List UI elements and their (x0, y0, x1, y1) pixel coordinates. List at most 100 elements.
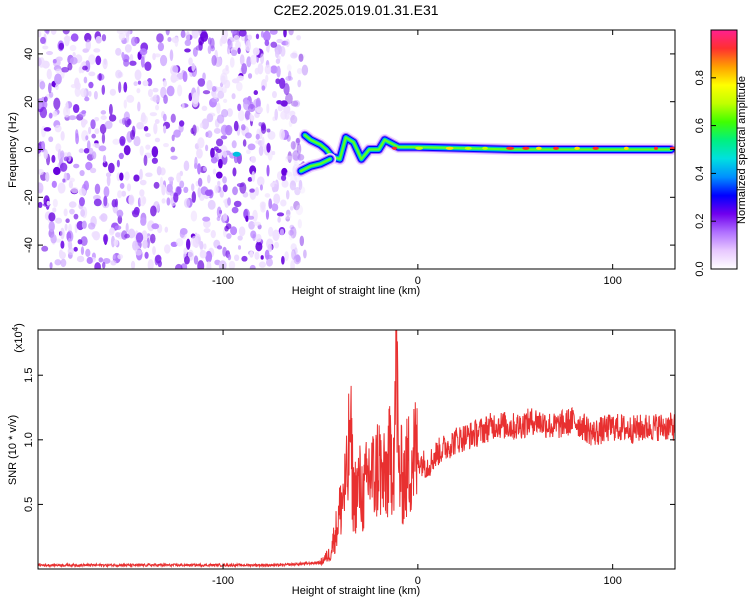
spectrogram-noise-blob (232, 186, 238, 196)
spectrogram-noise-blob (257, 63, 264, 75)
spectrogram-noise-blob (145, 144, 151, 150)
spectrogram-noise-blob (94, 262, 101, 269)
spectrogram-noise-blob (38, 57, 42, 67)
colorbar-ticks: 0.0 0.2 0.4 0.6 0.8 (694, 70, 716, 277)
spectrogram-noise-blob (265, 209, 270, 220)
colorbar-tick-label: 0.8 (694, 70, 706, 85)
spectrogram-y-tick-label: -20 (23, 189, 35, 205)
spectrogram-noise-blob (65, 101, 69, 113)
spectrogram-noise-blob (267, 243, 273, 252)
snr-panel: -100 0 100 0.5 1.0 1.5 Height of straight li… (7, 323, 676, 597)
spectrogram-noise-blob (101, 84, 106, 95)
colorbar-tick-label: 0.0 (694, 261, 706, 276)
spectrogram-noise-blob (252, 47, 260, 56)
spectrogram-noise-blob (292, 165, 296, 177)
spectrogram-noise-blob (132, 240, 138, 251)
spectrogram-noise-blob (220, 135, 228, 140)
spectrogram-noise-blob (211, 96, 220, 103)
spectrogram-noise-blob (51, 180, 57, 188)
spectrogram-noise-blob (82, 48, 89, 53)
spectrogram-noise-blob (289, 206, 294, 211)
spectrogram-noise-blob (102, 261, 106, 269)
spectrogram-noise-blob (172, 65, 179, 73)
spectrogram-noise-blob (88, 71, 96, 77)
spectrogram-noise-blob (283, 30, 287, 38)
spectrogram-noise-blob (119, 182, 125, 189)
spectrogram-noise-blob (52, 198, 58, 208)
spectrogram-noise-blob (225, 223, 232, 230)
spectrogram-noise-blob (166, 85, 175, 97)
spectrogram-noise-blob (83, 76, 88, 84)
spectrogram-noise-blob (124, 171, 130, 181)
spectrogram-noise-blob (170, 113, 176, 123)
spectrogram-noise-blob (150, 233, 156, 244)
spectrogram-noise-blob (134, 69, 142, 81)
spectrogram-noise-blob (88, 147, 94, 156)
spectrogram-noise-blob (53, 97, 61, 110)
spectrogram-noise-blob (69, 208, 75, 215)
spectrogram-noise-blob (221, 109, 229, 118)
spectrogram-noise-blob (281, 255, 285, 265)
spectrogram-noise-blob (130, 36, 138, 47)
spectrogram-noise-blob (192, 124, 197, 136)
spectrogram-noise-blob (164, 226, 169, 233)
spectrogram-noise-blob (117, 254, 124, 260)
spectrogram-noise-blob (123, 99, 128, 109)
spectrogram-noise-blob (59, 251, 66, 260)
spectrogram-noise-blob (48, 136, 54, 143)
spectrogram-noise-blob (150, 205, 157, 217)
spectrogram-noise-blob (136, 121, 144, 130)
spectrogram-noise-blob (60, 240, 65, 249)
spectrogram-noise-blob (76, 255, 85, 263)
spectrogram-noise-blob (95, 35, 102, 44)
spectrogram-noise-blob (233, 200, 242, 208)
signal-hot-spot (415, 146, 424, 150)
spectrogram-noise-blob (88, 81, 94, 89)
spectrogram-noise-blob (98, 73, 102, 81)
spectrogram-noise-blob (303, 249, 307, 259)
spectrogram-noise-blob (296, 34, 302, 41)
spectrogram-noise-blob (143, 154, 148, 167)
colorbar-tick-label: 0.4 (694, 166, 706, 181)
spectrogram-noise-blob (133, 174, 140, 182)
spectrogram-noise-blob (73, 213, 79, 220)
spectrogram-noise-blob (202, 219, 211, 229)
spectrogram-y-tick-label: 0 (23, 146, 35, 152)
spectrogram-noise-blob (226, 233, 232, 240)
spectrogram-noise-blob (211, 55, 217, 66)
snr-y-tick-label: 1.5 (23, 368, 35, 383)
spectrogram-noise-blob (42, 45, 49, 50)
spectrogram-noise-blob (87, 222, 96, 230)
spectrogram-noise-blob (215, 171, 223, 179)
spectrogram-noise-blob (203, 243, 207, 250)
spectrogram-noise-blob (266, 258, 273, 267)
snr-x-ticks: -100 0 100 (212, 330, 622, 587)
spectrogram-noise-blob (170, 155, 178, 160)
spectrogram-noise-blob (152, 87, 159, 93)
spectrogram-noise-blob (232, 167, 237, 177)
spectrogram-noise-blob (100, 110, 107, 115)
spectrogram-noise-blob (202, 166, 207, 172)
spectrogram-noise-blob (286, 134, 291, 142)
spectrogram-noise-blob (115, 232, 121, 238)
spectrogram-noise-blob (246, 149, 251, 155)
spectrogram-noise-blob (157, 42, 165, 52)
spectrogram-noise-blob (101, 132, 106, 144)
spectrogram-noise-blob (176, 172, 182, 183)
spectrogram-noise-blob (41, 60, 50, 69)
spectrogram-noise-blob (270, 182, 275, 188)
spectrogram-noise-blob (80, 246, 85, 256)
spectrogram-noise-blob (289, 180, 297, 191)
spectrogram-noise-blob (60, 131, 65, 141)
spectrogram-noise-blob (109, 227, 115, 234)
spectrogram-noise-blob (139, 179, 147, 186)
spectrogram-noise-blob (264, 64, 272, 75)
spectrogram-noise-blob (293, 100, 301, 108)
spectrogram-noise-blob (197, 163, 201, 175)
spectrogram-noise-blob (247, 34, 253, 41)
spectrogram-noise-blob (221, 86, 227, 94)
spectrogram-noise-blob (288, 30, 294, 36)
spectrogram-noise-blob (206, 130, 213, 138)
signal-track-lower-layer (300, 158, 332, 172)
spectrogram-y-tick-label: -40 (23, 237, 35, 253)
